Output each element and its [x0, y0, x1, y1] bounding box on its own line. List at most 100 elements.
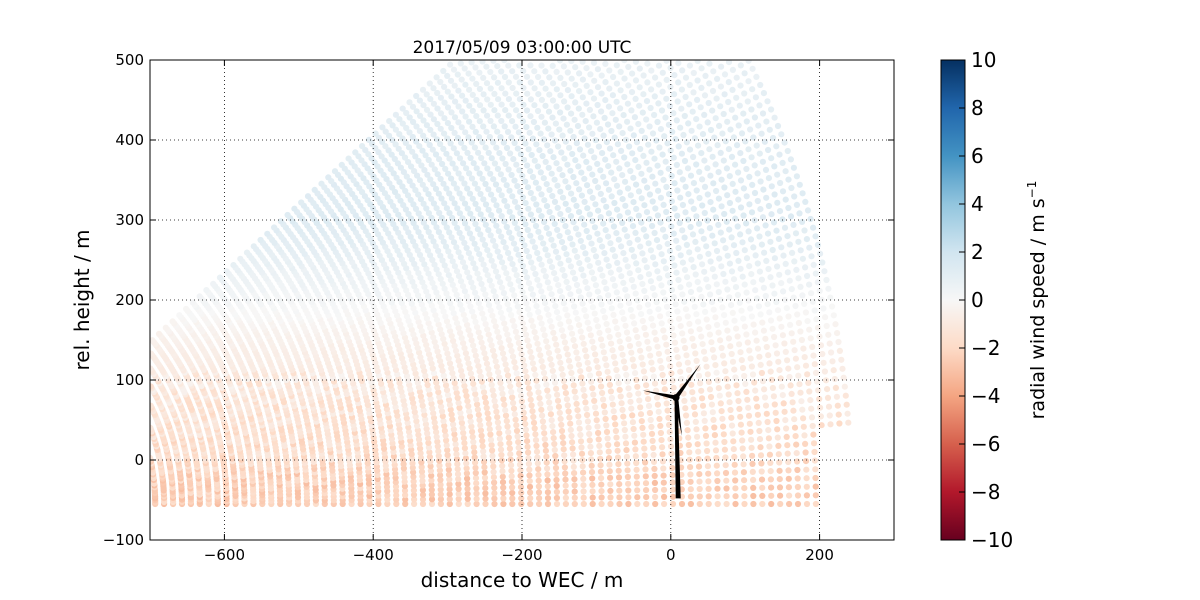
scan-point: [658, 251, 665, 258]
scan-point: [738, 130, 746, 137]
scan-point: [615, 296, 622, 303]
scan-point: [558, 238, 566, 246]
scan-point: [650, 444, 657, 451]
scan-point: [563, 345, 570, 352]
scan-point: [636, 84, 643, 91]
scan-point: [734, 291, 742, 298]
scan-point: [573, 349, 580, 356]
scan-point: [544, 477, 551, 484]
scan-point: [576, 70, 583, 77]
scan-point: [651, 465, 658, 472]
scan-point: [564, 104, 571, 111]
scan-point: [579, 76, 587, 83]
scan-point: [454, 205, 461, 212]
scan-point: [470, 342, 477, 349]
scan-point: [790, 407, 797, 414]
scan-point: [491, 107, 498, 114]
scan-point: [836, 420, 843, 427]
scan-point: [479, 383, 486, 390]
scan-point: [517, 467, 524, 474]
scan-point: [601, 114, 608, 121]
scan-point: [502, 412, 510, 419]
scan-point: [490, 288, 497, 295]
scan-point: [535, 483, 543, 490]
scan-point: [686, 456, 693, 463]
scan-point: [762, 335, 769, 342]
scan-point: [490, 263, 497, 270]
scan-point: [505, 112, 512, 119]
scan-point: [435, 353, 442, 360]
scan-point: [750, 492, 757, 500]
scan-point: [540, 175, 547, 182]
scan-point: [456, 190, 463, 197]
scan-point: [588, 297, 595, 304]
scan-point: [706, 80, 713, 87]
scan-point: [567, 167, 574, 174]
scan-point: [497, 441, 504, 448]
scan-point: [765, 352, 772, 359]
scan-point: [384, 492, 391, 499]
scan-point: [754, 345, 762, 352]
scan-point: [787, 156, 795, 163]
scan-point: [686, 101, 693, 108]
scan-point: [391, 466, 399, 473]
scan-point: [424, 346, 431, 353]
scan-point: [657, 126, 665, 133]
scan-point: [747, 428, 754, 435]
scan-point: [482, 291, 489, 298]
scan-point: [587, 332, 594, 339]
scan-point: [446, 491, 453, 498]
scan-point: [537, 400, 544, 407]
scan-point: [737, 349, 744, 356]
scan-point: [584, 182, 591, 189]
scan-point: [469, 195, 476, 202]
scan-point: [759, 214, 767, 221]
scan-point: [540, 294, 547, 301]
scan-point: [616, 481, 623, 488]
scan-point: [509, 101, 516, 108]
scan-point: [768, 492, 775, 499]
scan-point: [555, 315, 562, 322]
scan-point: [748, 444, 755, 451]
scan-point: [433, 343, 440, 350]
scan-point: [562, 178, 569, 185]
scan-point: [624, 378, 631, 385]
scan-point: [731, 366, 738, 373]
scan-point: [704, 165, 711, 172]
scan-point: [553, 309, 561, 316]
scan-point: [421, 261, 428, 268]
scan-point: [419, 402, 426, 409]
scan-point: [577, 438, 585, 445]
scan-point: [482, 495, 489, 502]
scan-point: [638, 311, 645, 318]
scan-point: [614, 206, 621, 213]
scan-point: [428, 400, 435, 407]
scan-point: [751, 189, 759, 197]
scan-point: [672, 136, 679, 143]
scan-point: [603, 320, 610, 328]
scan-point: [497, 279, 504, 286]
scan-point: [629, 70, 636, 77]
scan-point: [613, 98, 620, 105]
scan-point: [694, 246, 701, 253]
scan-point: [485, 227, 492, 234]
scan-point: [648, 359, 655, 366]
scan-point: [548, 361, 555, 368]
scan-point: [696, 123, 703, 130]
scan-point: [447, 328, 454, 335]
scan-point: [761, 394, 769, 401]
scan-point: [463, 460, 470, 467]
scan-point: [529, 173, 537, 181]
scan-point: [646, 166, 653, 173]
scan-point: [471, 180, 478, 187]
scan-point: [718, 263, 725, 270]
scan-point: [589, 171, 596, 178]
scan-point: [812, 270, 819, 277]
scan-point: [535, 346, 543, 353]
scan-point: [562, 476, 569, 483]
scan-point: [649, 322, 657, 329]
scan-point: [472, 391, 479, 398]
scan-point: [552, 464, 560, 472]
scan-point: [425, 228, 432, 236]
scan-point: [645, 402, 653, 410]
